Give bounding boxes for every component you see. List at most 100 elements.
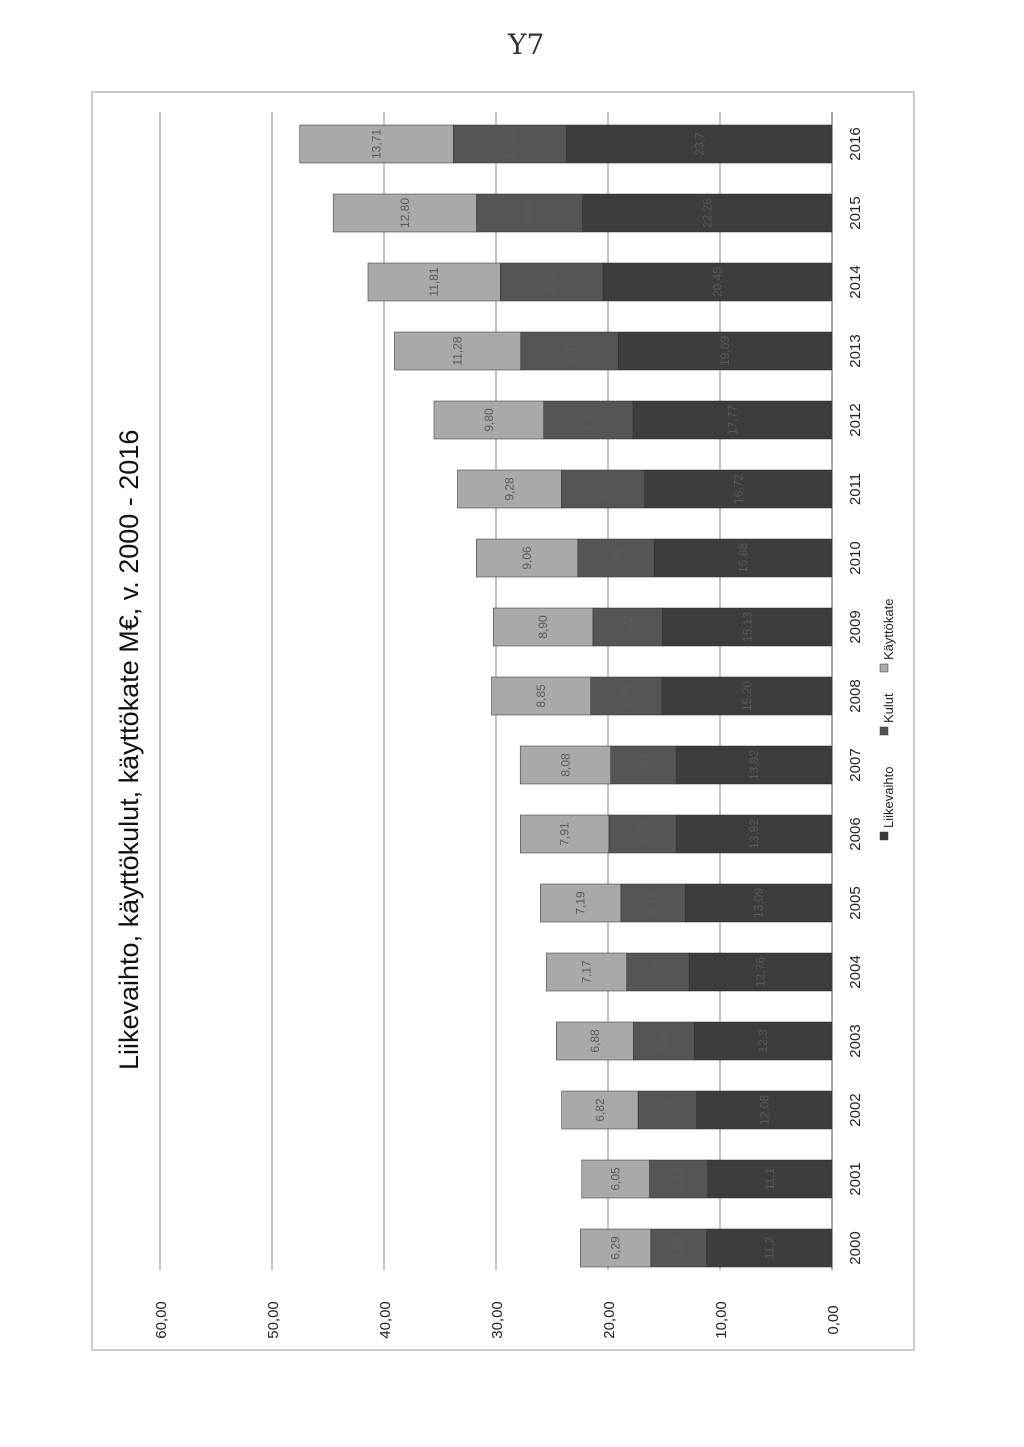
- bar-segment: [610, 745, 677, 785]
- data-label: 9,48: [523, 201, 537, 225]
- y-tick-label: 50,00: [265, 1301, 282, 1339]
- bar-segment: [653, 538, 833, 578]
- bar-segment: [620, 883, 686, 923]
- bar-segment: [649, 1159, 708, 1199]
- data-label: 7,17: [580, 960, 594, 984]
- data-label: 15,13: [740, 612, 754, 642]
- data-label: 13,92: [747, 819, 761, 849]
- data-label: 11,2: [762, 1236, 776, 1259]
- y-tick-label: 20,00: [601, 1301, 618, 1339]
- page-number: Y7: [508, 28, 545, 61]
- data-label: 5,84: [636, 753, 650, 777]
- category-labels: 2000 2001 2002 2003 2004 2005 2006 2007 2008 2009…: [847, 127, 864, 1264]
- data-label: 9,06: [520, 546, 534, 570]
- x-tick-label: 2014: [847, 265, 864, 298]
- chart-title: Liikevaihto, käyttökulut, käyttökate M€,…: [114, 430, 144, 1070]
- x-tick-label: 2008: [847, 679, 864, 712]
- bar-segment: [661, 676, 833, 716]
- value-labels: 11,2 4,98 6,29 11,1 5,19 6,05 12,08 5,24 6,82 12,…: [370, 129, 777, 1260]
- data-label: 5,19: [672, 1167, 686, 1191]
- bar-segment: [561, 1090, 639, 1130]
- bar-segment: [577, 538, 655, 578]
- legend-label: Käyttökate: [881, 599, 896, 660]
- data-label: 16,72: [731, 474, 745, 504]
- x-tick-label: 2000: [847, 1231, 864, 1264]
- x-tick-label: 2016: [847, 127, 864, 160]
- bar-segment: [453, 124, 567, 164]
- bar-segment: [299, 124, 454, 164]
- data-label: 4,98: [672, 1236, 686, 1260]
- data-label: 8,90: [536, 615, 550, 639]
- data-label: 11,81: [427, 267, 441, 296]
- data-label: 6,88: [588, 1029, 602, 1053]
- data-label: 15,88: [736, 543, 750, 573]
- bar-segment: [367, 262, 501, 302]
- data-label: 7,44: [596, 477, 610, 501]
- bar-segment: [590, 676, 663, 716]
- legend-swatch: [879, 726, 889, 736]
- bar-segment: [592, 607, 663, 647]
- bar-segment: [626, 952, 690, 992]
- data-label: 11,28: [451, 336, 465, 365]
- data-label: 5,24: [660, 1098, 674, 1122]
- bar-segment: [693, 1021, 833, 1061]
- x-tick-label: 2001: [847, 1162, 864, 1195]
- data-label: 13,09: [752, 888, 766, 918]
- bar-segment: [520, 814, 610, 854]
- x-tick-label: 2003: [847, 1024, 864, 1057]
- data-label: 8,08: [558, 753, 572, 777]
- data-label: 12,80: [398, 198, 412, 228]
- data-label: 6,82: [609, 546, 623, 570]
- y-tick-label: 40,00: [377, 1301, 394, 1339]
- bar-segment: [492, 607, 594, 647]
- bar-segment: [696, 1090, 833, 1130]
- y-tick-label: 60,00: [153, 1301, 170, 1339]
- bar-segment: [520, 331, 619, 371]
- bar-segment: [632, 400, 833, 440]
- data-label: 6,29: [609, 1236, 623, 1260]
- bar-segment: [580, 1228, 652, 1268]
- data-label: 10,11: [503, 129, 517, 158]
- data-label: 20,45: [710, 267, 724, 297]
- bar-segment: [561, 469, 645, 509]
- bar-segment: [675, 814, 833, 854]
- x-tick-label: 2012: [847, 403, 864, 436]
- data-label: 7,91: [558, 822, 572, 846]
- data-label: 5,57: [651, 960, 665, 984]
- data-label: 6,82: [593, 1098, 607, 1122]
- legend-swatch: [879, 831, 889, 841]
- bar-segment: [688, 952, 833, 992]
- data-label: 11,1: [763, 1167, 777, 1190]
- bar-segment: [500, 262, 604, 302]
- data-label: 9,28: [502, 477, 516, 501]
- bar-segment: [433, 400, 544, 440]
- data-label: 15,20: [740, 681, 754, 711]
- data-label: 12,08: [757, 1095, 771, 1125]
- data-label: 13,92: [747, 750, 761, 780]
- data-label: 9,80: [482, 408, 496, 432]
- bar-segment: [644, 469, 833, 509]
- data-label: 19,09: [718, 336, 732, 366]
- bar-segment: [394, 331, 522, 371]
- data-label: 6,22: [621, 615, 635, 639]
- legend-label: Kulut: [881, 693, 896, 723]
- data-label: 5,44: [657, 1029, 671, 1053]
- data-label: 5,76: [646, 891, 660, 915]
- bar-segment: [608, 814, 677, 854]
- x-tick-label: 2011: [847, 473, 864, 505]
- data-label: 6,00: [635, 822, 649, 846]
- bar-segment: [540, 883, 622, 923]
- data-label: 22,26: [700, 198, 714, 228]
- legend-label: Liikevaihto: [881, 767, 896, 828]
- x-tick-label: 2006: [847, 817, 864, 850]
- x-tick-label: 2013: [847, 334, 864, 367]
- bar-segment: [457, 469, 562, 509]
- bar-segment: [556, 1021, 634, 1061]
- y-tick-label: 30,00: [489, 1301, 506, 1339]
- bar-segment: [633, 1021, 695, 1061]
- data-label: 12,3: [756, 1029, 770, 1053]
- data-label: 9,17: [545, 270, 559, 294]
- x-tick-label: 2007: [847, 748, 864, 781]
- data-label: 13,71: [370, 129, 384, 159]
- x-tick-label: 2004: [847, 955, 864, 988]
